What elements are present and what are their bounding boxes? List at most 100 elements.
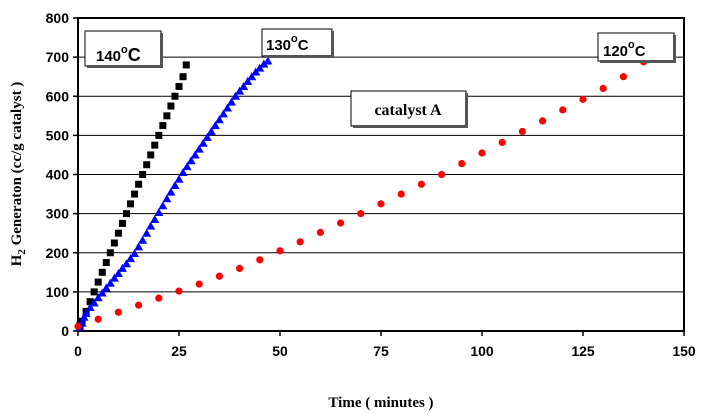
data-point: [130, 249, 140, 258]
data-point: [89, 298, 99, 307]
data-point: [202, 132, 212, 141]
data-point: [190, 150, 200, 159]
x-tick-label: 75: [373, 343, 389, 359]
data-point: [86, 298, 94, 306]
series-layer: [74, 56, 648, 331]
data-point: [214, 115, 224, 124]
data-point: [110, 239, 118, 247]
data-point: [162, 194, 172, 203]
data-point: [175, 287, 183, 295]
x-tick-label: 0: [74, 343, 82, 359]
series-label-120: 120oC: [597, 32, 676, 63]
data-point: [337, 219, 345, 227]
data-point: [117, 263, 127, 272]
y-tick-label: 100: [46, 284, 70, 300]
data-point: [179, 73, 187, 81]
data-point: [239, 81, 249, 90]
series-label-140-value: 140: [96, 48, 121, 65]
data-point: [599, 84, 607, 93]
data-point: [236, 264, 244, 272]
data-point: [139, 171, 147, 178]
y-axis-label-subscript: 2: [16, 249, 28, 255]
data-point: [146, 221, 156, 230]
data-point: [113, 268, 123, 277]
data-point: [458, 159, 466, 168]
data-point: [147, 151, 155, 159]
x-tick-label: 25: [171, 343, 187, 359]
data-point: [121, 259, 131, 268]
data-point: [105, 278, 115, 287]
y-axis-label-prefix: H: [9, 254, 25, 266]
data-point: [316, 228, 324, 237]
data-point: [109, 273, 119, 282]
data-point: [218, 109, 228, 118]
data-point: [163, 112, 171, 120]
data-point: [74, 322, 82, 330]
data-point: [182, 162, 192, 171]
data-point: [579, 95, 587, 103]
y-tick-label: 500: [46, 127, 70, 143]
data-point: [135, 301, 143, 309]
data-point: [498, 138, 506, 147]
y-tick-label: 600: [46, 88, 70, 104]
data-point: [182, 61, 190, 69]
data-point: [357, 210, 365, 218]
data-point: [256, 256, 264, 264]
y-tick-label: 800: [46, 10, 70, 26]
data-point: [155, 131, 163, 139]
svg-text:catalyst A: catalyst A: [374, 102, 442, 119]
data-point: [227, 97, 237, 106]
x-axis-ticks: 0 25 50 75 100 125 150: [74, 331, 696, 359]
data-point: [296, 238, 304, 246]
data-point: [159, 122, 167, 130]
data-point: [178, 168, 188, 177]
data-point: [102, 259, 110, 267]
data-point: [235, 86, 245, 95]
data-point: [118, 219, 126, 227]
series-2: [74, 58, 648, 330]
y-tick-label: 400: [46, 167, 70, 183]
data-point: [518, 127, 527, 136]
data-point: [138, 235, 148, 244]
data-point: [206, 126, 216, 135]
data-point: [94, 278, 102, 286]
data-point: [106, 249, 114, 257]
data-point: [198, 138, 208, 147]
x-tick-label: 150: [672, 343, 696, 359]
data-point: [143, 161, 151, 169]
data-point: [195, 280, 203, 288]
data-point: [122, 210, 130, 218]
data-point: [263, 56, 273, 65]
y-tick-label: 200: [46, 245, 70, 261]
data-point: [210, 121, 220, 130]
x-tick-label: 50: [272, 343, 288, 359]
data-point: [127, 200, 135, 208]
data-point: [174, 174, 184, 183]
data-point: [90, 288, 98, 296]
data-point: [222, 103, 232, 112]
series-1: [75, 56, 273, 331]
data-point: [151, 141, 159, 149]
data-point: [186, 156, 196, 165]
data-point: [81, 308, 91, 317]
x-axis-label: Time ( minutes ): [328, 395, 433, 411]
data-point: [114, 229, 122, 237]
data-point: [247, 72, 257, 81]
series-label-120-value: 120: [603, 43, 628, 60]
data-point: [417, 180, 425, 188]
data-point: [158, 201, 168, 210]
data-point: [259, 59, 269, 68]
y-tick-label: 700: [46, 49, 70, 65]
y-tick-label: 300: [46, 206, 70, 222]
data-point: [166, 187, 176, 196]
data-point: [171, 92, 179, 100]
data-point: [93, 293, 103, 302]
data-point: [101, 283, 111, 292]
data-point: [154, 207, 164, 216]
x-tick-label: 100: [470, 343, 494, 359]
y-axis-label-rest: Generaton (cc/g catalyst ): [9, 82, 25, 249]
data-point: [85, 303, 95, 312]
series-label-130: 130oC: [261, 28, 334, 58]
data-point: [559, 106, 567, 114]
data-point: [150, 214, 160, 223]
